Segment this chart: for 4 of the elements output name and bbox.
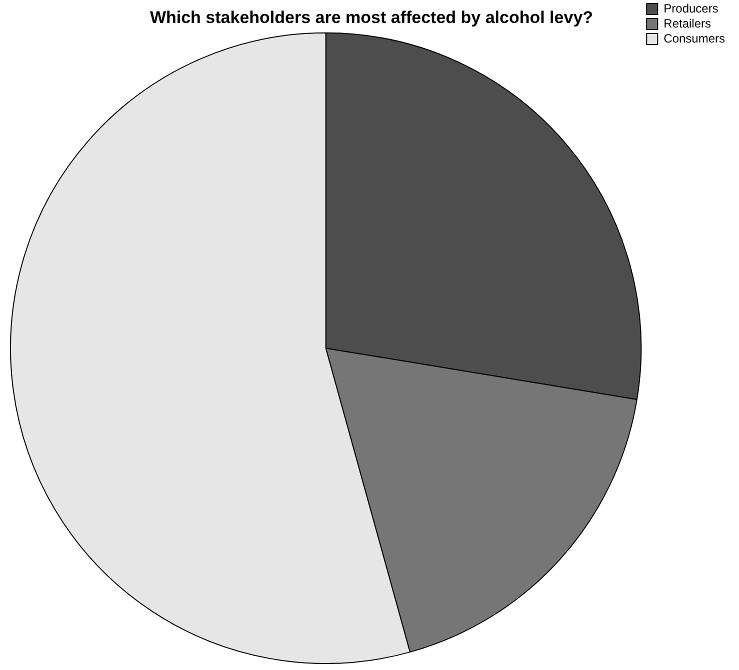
legend-label: Retailers: [664, 16, 712, 30]
legend-label: Producers: [664, 1, 718, 16]
legend-label: Consumers: [664, 31, 726, 46]
chart-title: Which stakeholders are most affected by alcohol levy?: [150, 8, 594, 27]
